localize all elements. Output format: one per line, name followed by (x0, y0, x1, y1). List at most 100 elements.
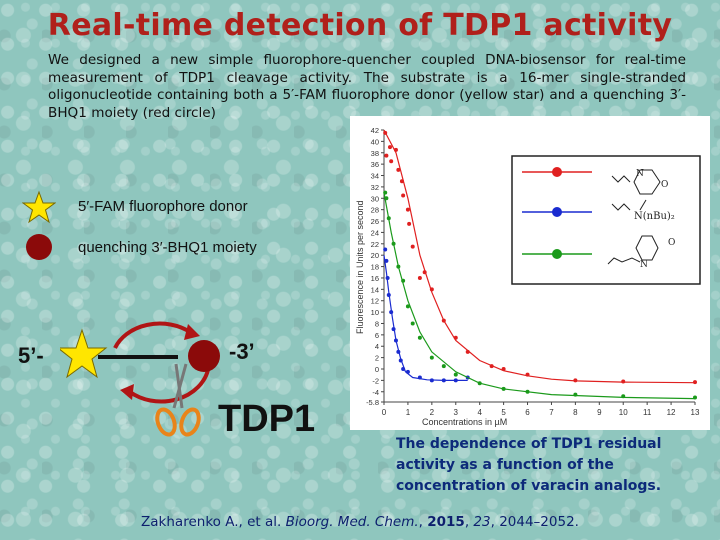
data-point (417, 275, 422, 280)
data-point (410, 321, 415, 326)
data-point (386, 293, 391, 298)
three-prime-label: -3’ (229, 339, 255, 364)
y-axis-label: Fluorescence in Units per second (355, 200, 365, 334)
citation-separator: , (418, 514, 428, 530)
data-point (407, 221, 412, 226)
data-point (401, 278, 406, 283)
data-point (383, 130, 388, 135)
data-point (396, 264, 401, 269)
atom-o-bottom: O (668, 238, 675, 248)
data-point (399, 179, 404, 184)
y-tick-label: 20 (371, 251, 379, 260)
x-tick-label: 4 (477, 408, 482, 417)
data-point (621, 394, 626, 399)
data-point (422, 270, 427, 275)
morpholine-ethyl-structure-icon (607, 235, 659, 265)
substrate-diagram (60, 321, 220, 437)
data-point (693, 395, 697, 400)
data-point (525, 389, 530, 394)
x-tick-label: 3 (454, 408, 459, 417)
y-tick-label: -2 (372, 376, 379, 385)
data-point (621, 379, 626, 384)
data-point (384, 196, 389, 201)
data-point (429, 355, 434, 360)
dibutyl-label: N(nBu)₂ (634, 211, 675, 222)
chart-svg: -5.8-4-202468101214161820222426283032343… (355, 126, 701, 427)
y-tick-label: -5.8 (366, 398, 379, 407)
y-tick-label: 4 (375, 342, 379, 351)
legend-marker (552, 207, 562, 217)
scissors-icon (155, 363, 201, 437)
y-tick-label: 12 (371, 297, 379, 306)
y-tick-label: 24 (371, 228, 379, 237)
y-tick-label: 10 (371, 308, 379, 317)
data-point (401, 366, 406, 371)
data-point (396, 349, 401, 354)
y-tick-label: 34 (371, 172, 379, 181)
data-point (573, 378, 578, 383)
slide-title: Real-time detection of TDP1 activity (47, 8, 673, 43)
data-point (387, 145, 392, 150)
citation-authors: Zakharenko A., et al. (141, 514, 286, 530)
enzyme-label: TDP1 (218, 398, 316, 440)
y-tick-label: 22 (371, 240, 379, 249)
data-point (391, 327, 396, 332)
data-point (441, 318, 446, 323)
x-tick-label: 11 (643, 408, 652, 417)
atom-o-top: O (661, 180, 668, 190)
data-point (453, 335, 458, 340)
y-tick-label: 40 (371, 137, 379, 146)
data-point (389, 159, 394, 164)
morpholine-structure-icon (611, 169, 661, 195)
data-point (417, 375, 422, 380)
citation-separator-2: , (464, 514, 474, 530)
y-tick-label: 38 (371, 149, 379, 158)
data-point (453, 372, 458, 377)
inhibition-chart: -5.8 -4 -2 0 2 4 6 8 10 12 14 16 18 20 22 24 26 28 30 32 34 3… (350, 116, 710, 430)
data-point (410, 244, 415, 249)
data-point (398, 358, 403, 363)
x-tick-label: 9 (597, 408, 602, 417)
data-point (429, 378, 434, 383)
data-point (441, 378, 446, 383)
data-point (465, 349, 470, 354)
y-tick-label: -4 (372, 388, 379, 397)
series-fit-line (383, 192, 696, 400)
data-point (386, 216, 391, 221)
donor-legend-label: 5′-FAM fluorophore donor (78, 198, 248, 215)
bhq1-circle-icon (188, 340, 220, 372)
fam-star-icon (60, 328, 108, 379)
data-point (383, 247, 388, 252)
quencher-legend-label: quenching 3′-BHQ1 moiety (78, 239, 257, 256)
data-point (417, 335, 422, 340)
chart-caption: The dependence of TDP1 residual activity… (396, 436, 662, 494)
legend-marker (552, 249, 562, 259)
star-icon (22, 190, 56, 224)
citation-journal: Bioorg. Med. Chem. (285, 514, 419, 530)
data-point (391, 241, 396, 246)
data-point (525, 372, 530, 377)
y-tick-label: 26 (371, 217, 379, 226)
x-tick-label: 7 (549, 408, 554, 417)
y-tick-label: 14 (371, 285, 379, 294)
data-point (501, 366, 506, 371)
intro-paragraph: We designed a new simple fluorophore-que… (48, 52, 686, 121)
data-point (384, 258, 389, 263)
data-point (489, 364, 494, 369)
citation-volume: 23 (473, 514, 491, 530)
data-point (384, 153, 389, 158)
data-point (393, 338, 398, 343)
citation-pages: , 2044–2052. (490, 514, 579, 530)
data-point (393, 147, 398, 152)
data-point (401, 193, 406, 198)
data-point (389, 310, 394, 315)
data-point (405, 207, 410, 212)
legend-marker (552, 167, 562, 177)
data-point (501, 386, 506, 391)
x-tick-label: 6 (525, 408, 530, 417)
x-tick-label: 0 (382, 408, 387, 417)
atom-n-bottom: N (640, 260, 648, 270)
y-tick-label: 2 (375, 354, 379, 363)
data-point (453, 378, 458, 383)
dibutylamine-structure-icon (611, 199, 647, 211)
